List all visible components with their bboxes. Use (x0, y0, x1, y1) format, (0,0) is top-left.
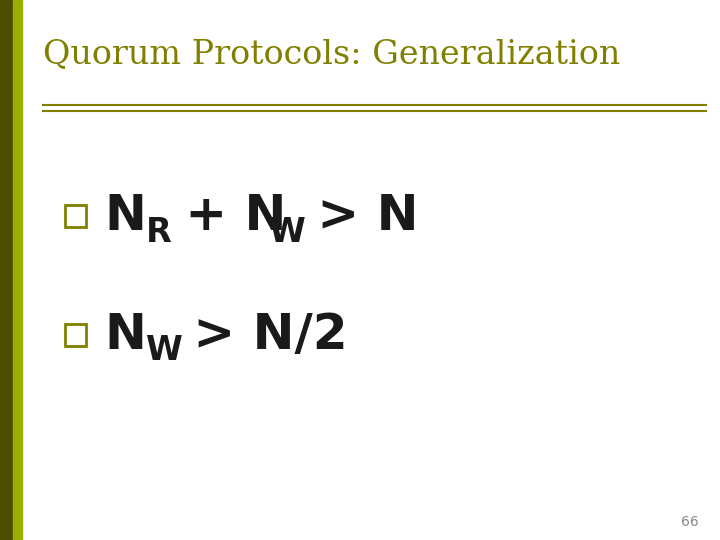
Text: > N/2: > N/2 (176, 311, 348, 359)
Text: + N: + N (168, 192, 286, 240)
Bar (0, 0, 13, 540)
Text: W: W (146, 334, 183, 368)
Bar (13, 0, 22, 540)
Text: N: N (104, 311, 146, 359)
Text: 66: 66 (680, 515, 698, 529)
Text: R: R (146, 215, 172, 249)
Bar (65, 324, 86, 346)
Text: Quorum Protocols: Generalization: Quorum Protocols: Generalization (43, 38, 621, 70)
Text: N: N (104, 192, 146, 240)
Text: > N: > N (300, 192, 419, 240)
Text: W: W (269, 215, 305, 249)
Bar (65, 205, 86, 227)
